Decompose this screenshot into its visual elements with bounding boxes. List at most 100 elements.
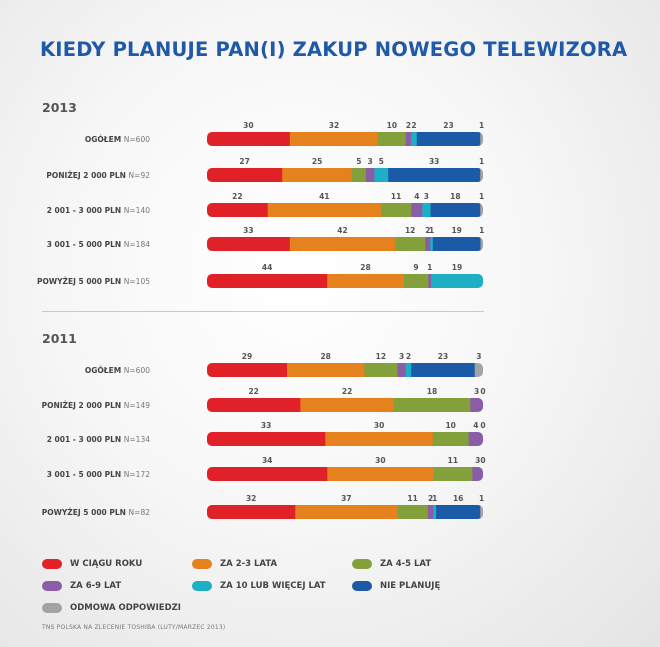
data-label: 3 [474,387,479,396]
legend-item-za-2-3-lata: ZA 2-3 LATA [192,556,352,571]
data-label: 23 [438,352,448,361]
data-label: 33 [243,226,253,235]
data-label: 42 [337,226,347,235]
data-label: 12 [405,226,415,235]
data-label: 23 [443,121,453,130]
data-label: 1 [429,226,434,235]
bar-segment-w-ciagu-roku [207,432,326,446]
category-label: OGÓŁEM N=600 [85,135,150,144]
bar-segment-za-6-9-lat [470,398,483,412]
bar-segment-w-ciagu-roku [207,132,291,146]
bar-row [207,363,483,377]
bar-segment-nie-planuje [430,203,481,217]
legend-label: ZA 6-9 LAT [70,580,122,591]
data-label: 2 [411,121,416,130]
bar-segment-za-6-9-lat [427,505,434,519]
category-label: 3 001 - 5 000 PLN N=172 [47,470,151,479]
legend-swatch-w-ciagu-roku [42,558,62,569]
data-label: 22 [248,387,258,396]
legend-item-odmowa-odpowiedzi: ODMOWA ODPOWIEDZI [42,600,192,615]
data-label: 29 [242,352,252,361]
panel-title-2011: 2011 [42,331,77,346]
bar-segment-za-6-9-lat [411,203,423,217]
bar-segment-nie-planuje [432,237,481,251]
data-label: 2 [406,352,411,361]
bar-segment-odmowa-odpowiedzi [480,505,483,519]
legend-swatch-nie-planuje [352,580,372,591]
legend-label: NIE PLANUJĘ [380,580,441,591]
data-label: 2 [425,226,430,235]
category-label: POWYŻEJ 5 000 PLN N=105 [37,277,150,286]
data-label: 18 [450,192,460,201]
bar-segment-za-4-5-lat [393,398,471,412]
bar-segment-za-2-3-lata [327,274,405,288]
legend-label: ZA 2-3 LATA [220,558,278,569]
category-label: PONIŻEJ 2 000 PLN N=92 [46,171,150,180]
data-label: 28 [320,352,330,361]
data-label: 4 [414,192,419,201]
data-label: 37 [341,494,351,503]
legend-item-w-ciagu-roku: W CIĄGU ROKU [42,556,192,571]
data-label: 10 [387,121,397,130]
data-label: 0 [480,421,485,430]
chart-title: KIEDY PLANUJE PAN(I) ZAKUP NOWEGO TELEWI… [40,38,628,61]
bar-segment-za-10-lub-wiecej-lat [411,132,418,146]
bar-segment-odmowa-odpowiedzi [480,203,483,217]
data-label: 1 [432,494,437,503]
data-label: 30 [243,121,253,130]
data-label: 2 [428,494,433,503]
bar-segment-za-2-3-lata [267,203,382,217]
data-label: 30 [374,421,384,430]
data-label: 41 [319,192,329,201]
data-label: 5 [356,157,361,166]
legend-label: ZA 4-5 LAT [380,558,432,569]
bar-segment-za-6-9-lat [397,363,407,377]
data-label: 1 [479,494,484,503]
bar-segment-za-6-9-lat [472,467,483,481]
bar-segment-w-ciagu-roku [207,274,328,288]
bar-segment-za-4-5-lat [395,237,426,251]
legend-swatch-za-4-5-lat [352,558,372,569]
bar-segment-za-4-5-lat [433,467,473,481]
data-label: 11 [448,456,458,465]
bar-row [207,203,483,217]
bar-segment-za-4-5-lat [380,203,412,217]
data-label: 2 [406,121,411,130]
bar-segment-w-ciagu-roku [207,168,283,182]
data-label: 22 [342,387,352,396]
data-label: 3 [424,192,429,201]
data-label: 9 [413,263,418,272]
data-label: 25 [312,157,322,166]
category-label: 2 001 - 3 000 PLN N=140 [47,206,151,215]
data-label: 11 [407,494,417,503]
bar-segment-nie-planuje [388,168,481,182]
legend: W CIĄGU ROKU ZA 2-3 LATA ZA 4-5 LAT ZA 6… [42,556,602,615]
data-label: 18 [427,387,437,396]
bar-segment-za-2-3-lata [295,505,398,519]
bar-segment-za-2-3-lata [325,432,434,446]
bar-segment-w-ciagu-roku [207,363,288,377]
bar-segment-za-6-9-lat [428,274,432,288]
bar-segment-za-2-3-lata [300,398,395,412]
legend-item-nie-planuje: NIE PLANUJĘ [352,578,502,593]
bar-segment-za-6-9-lat [405,132,412,146]
bar-row [207,237,483,251]
bar-segment-za-2-3-lata [287,363,365,377]
category-label: 2 001 - 3 000 PLN N=134 [47,435,151,444]
data-label: 22 [232,192,242,201]
panel-divider [42,311,484,312]
data-label: 19 [452,263,462,272]
bar-segment-za-10-lub-wiecej-lat [430,237,434,251]
category-label: PONIŻEJ 2 000 PLN N=149 [42,401,151,410]
data-label: 5 [379,157,384,166]
bar-segment-w-ciagu-roku [207,203,269,217]
data-label: 3 [476,352,481,361]
bar-segment-za-4-5-lat [378,132,407,146]
bar-segment-za-10-lub-wiecej-lat [431,274,483,288]
legend-label: ZA 10 LUB WIĘCEJ LAT [220,580,326,591]
bar-row [207,398,483,412]
data-label: 10 [445,421,455,430]
bar-segment-nie-planuje [416,132,481,146]
bar-segment-nie-planuje [436,505,481,519]
data-label: 30 [375,456,385,465]
